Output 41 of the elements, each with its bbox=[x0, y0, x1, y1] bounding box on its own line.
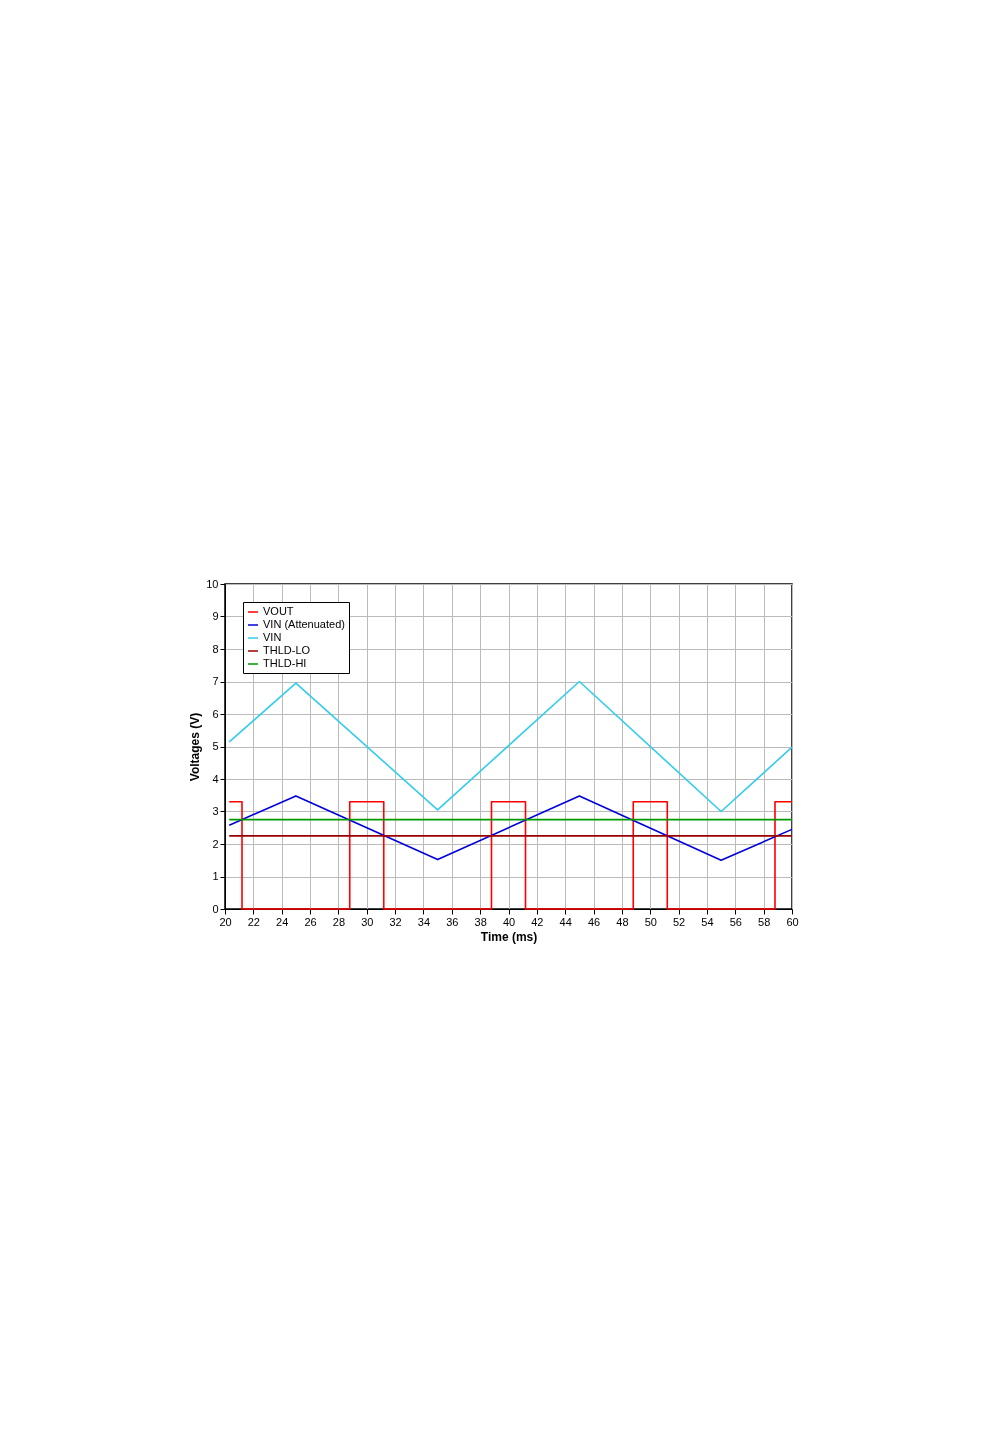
y-tick-label: 6 bbox=[212, 707, 219, 720]
x-axis-title: Time (ms) bbox=[480, 929, 538, 944]
x-tick-label: 26 bbox=[304, 915, 317, 928]
x-tick-label: 54 bbox=[701, 915, 714, 928]
y-tick-label: 3 bbox=[212, 805, 219, 817]
x-tick-label: 44 bbox=[559, 915, 572, 928]
line-series bbox=[228, 680, 793, 813]
x-tick-label: 38 bbox=[474, 915, 487, 928]
y-tick-label: 4 bbox=[212, 772, 219, 785]
y-tick-label: 0 bbox=[212, 902, 219, 915]
x-tick-label: 22 bbox=[247, 915, 260, 928]
x-tick-label: 28 bbox=[332, 915, 346, 928]
legend-label: VIN (Attenuated) bbox=[263, 618, 345, 630]
x-tick-label: 40 bbox=[502, 915, 516, 928]
x-tick-label: 24 bbox=[276, 915, 289, 928]
y-tick-label: 5 bbox=[212, 740, 219, 752]
y-tick-label: 8 bbox=[212, 642, 219, 655]
y-axis-title: Voltages (V) bbox=[188, 712, 203, 782]
y-tick-label: 7 bbox=[212, 675, 219, 687]
x-tick-label: 56 bbox=[729, 915, 742, 928]
x-tick-label: 50 bbox=[644, 915, 657, 928]
line-series bbox=[228, 795, 793, 862]
x-tick-label: 30 bbox=[361, 915, 374, 928]
x-tick-label: 52 bbox=[672, 915, 686, 928]
y-tick-label: 10 bbox=[206, 577, 219, 590]
y-tick-label: 1 bbox=[212, 870, 219, 882]
x-tick-label: 34 bbox=[417, 915, 431, 928]
legend-label: THLD-LO bbox=[263, 644, 311, 656]
x-tick-label: 60 bbox=[786, 915, 799, 928]
y-tick-label: 9 bbox=[212, 610, 219, 622]
x-tick-label: 46 bbox=[587, 915, 601, 928]
legend-label: VOUT bbox=[263, 605, 294, 617]
x-tick-label: 58 bbox=[758, 915, 771, 928]
x-tick-label: 48 bbox=[616, 915, 629, 928]
x-tick-label: 42 bbox=[531, 915, 544, 928]
x-tick-label: 20 bbox=[219, 915, 232, 928]
legend-label: VIN bbox=[263, 631, 282, 643]
legend-label: THLD-HI bbox=[263, 657, 307, 669]
y-tick-label: 2 bbox=[212, 837, 219, 850]
x-tick-label: 32 bbox=[389, 915, 402, 928]
x-tick-label: 36 bbox=[446, 915, 459, 928]
